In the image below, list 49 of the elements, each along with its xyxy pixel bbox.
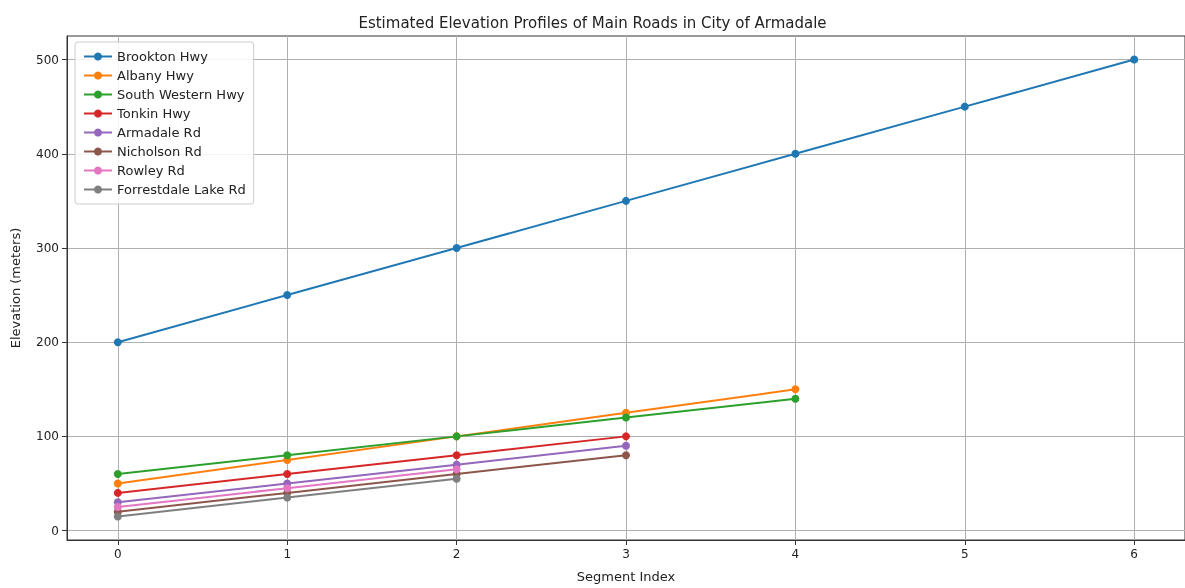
legend-label: Brookton Hwy <box>117 49 209 64</box>
chart-title: Estimated Elevation Profiles of Main Roads in City of Armadale <box>358 13 827 32</box>
point <box>452 465 461 474</box>
legend-label: Forrestdale Lake Rd <box>117 182 246 197</box>
point <box>283 451 292 460</box>
legend-label: South Western Hwy <box>117 87 245 102</box>
point <box>622 451 630 460</box>
point <box>113 479 122 488</box>
legend-label: Nicholson Rd <box>117 144 202 159</box>
point <box>113 503 122 512</box>
x-tick-label: 2 <box>452 547 461 561</box>
y-tick-label: 300 <box>36 240 59 255</box>
point <box>1130 55 1139 64</box>
point <box>960 102 969 111</box>
point <box>283 470 292 479</box>
y-axis-title: Elevation (meters) <box>8 227 23 349</box>
point <box>113 512 122 521</box>
x-tick-label: 6 <box>1130 547 1138 561</box>
point <box>622 432 630 441</box>
y-tick-label: 200 <box>36 335 59 350</box>
point <box>283 484 292 493</box>
x-tick-label: 4 <box>791 547 800 561</box>
point <box>452 474 461 483</box>
point <box>113 470 122 479</box>
point <box>791 385 800 394</box>
y-tick-label: 0 <box>51 523 59 538</box>
point <box>791 394 800 403</box>
legend-label: Tonkin Hwy <box>116 106 191 121</box>
point <box>622 441 630 450</box>
legend-label: Armadale Rd <box>117 125 201 140</box>
y-tick-label: 100 <box>36 429 59 444</box>
point <box>452 451 461 460</box>
x-tick-label: 0 <box>114 547 122 561</box>
y-tick-label: 400 <box>36 146 59 161</box>
x-tick-label: 3 <box>622 547 630 561</box>
point <box>452 243 461 252</box>
x-axis-title: Segment Index <box>576 569 676 584</box>
legend-label: Rowley Rd <box>117 163 185 178</box>
point <box>113 488 122 497</box>
point <box>283 493 292 502</box>
x-tick-label: 1 <box>283 547 292 561</box>
legend-label: Albany Hwy <box>117 68 195 83</box>
point <box>622 413 630 422</box>
point <box>113 338 122 347</box>
y-tick-label: 500 <box>36 52 59 67</box>
point <box>622 196 630 205</box>
x-tick-label: 5 <box>960 547 969 561</box>
point <box>283 291 292 300</box>
point <box>791 149 800 158</box>
